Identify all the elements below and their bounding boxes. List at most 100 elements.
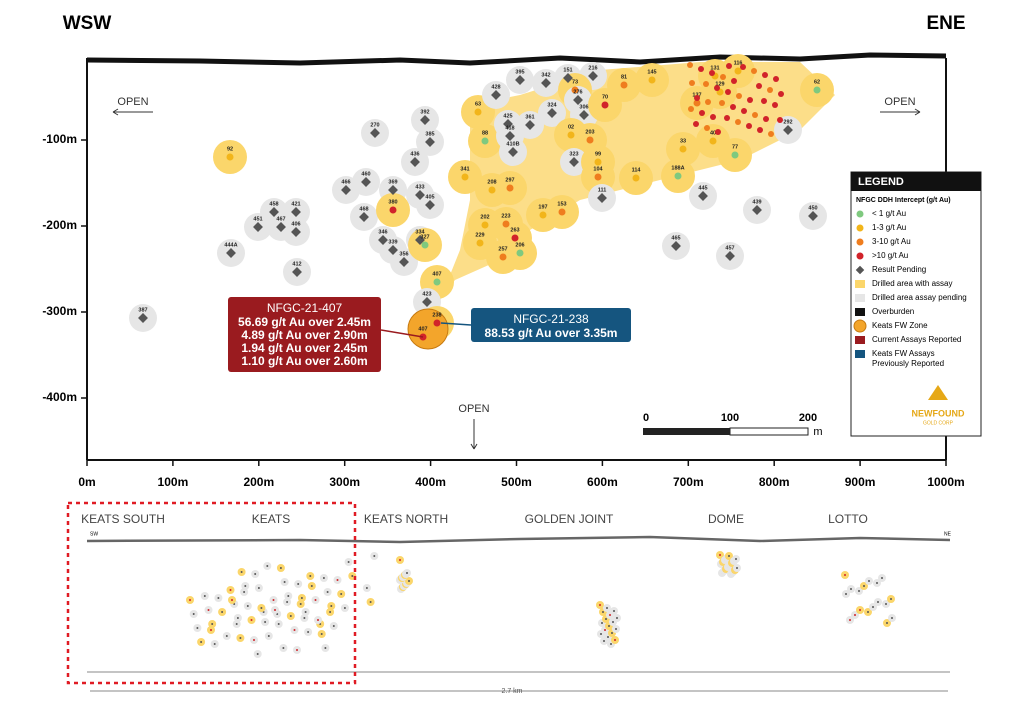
inset-marker [244, 585, 247, 587]
inset-marker [253, 639, 255, 641]
inset-marker [600, 633, 602, 635]
inset-marker [210, 629, 212, 631]
intercept-marker [488, 186, 496, 194]
intercept-marker [433, 278, 441, 286]
hole-label: 33 [680, 138, 686, 144]
pending-marker [547, 108, 557, 118]
inset-marker [616, 617, 618, 619]
x-tick-label: 400m [415, 475, 446, 489]
intercept-marker [709, 70, 715, 76]
hole-label: 468 [359, 206, 368, 212]
intercept-marker [571, 86, 579, 94]
pending-marker [425, 137, 435, 147]
y-tick-label: -200m [42, 218, 77, 232]
hole-label: 380 [388, 199, 397, 205]
intercept-marker [558, 208, 566, 216]
legend-swatch [856, 210, 864, 218]
pending-marker [291, 207, 301, 217]
zone-label: KEATS NORTH [364, 512, 448, 526]
x-tick-label: 100m [158, 475, 189, 489]
inset-marker [609, 614, 611, 616]
x-tick-label: 300m [329, 475, 360, 489]
hole-label: 425 [503, 113, 512, 119]
inset-length-label: 2.7 km [501, 688, 522, 695]
direction-right: ENE [926, 13, 965, 34]
pending-marker [525, 120, 535, 130]
inset-marker [277, 623, 280, 625]
legend-swatch [855, 308, 865, 316]
inset-marker [246, 605, 249, 607]
zone-label: KEATS [252, 512, 290, 526]
hole-label: 423 [422, 291, 431, 297]
open-label: OPEN [458, 403, 489, 415]
hole-label: 405 [425, 194, 434, 200]
hole-label: 88 [482, 130, 488, 136]
hole-label: 385 [425, 131, 434, 137]
intercept-marker [506, 184, 514, 192]
intercept-marker [778, 91, 784, 97]
intercept-marker [620, 81, 628, 89]
legend-label: Drilled area with assay [872, 279, 952, 288]
inset-marker [274, 609, 276, 611]
pending-marker [808, 211, 818, 221]
hole-label: 369 [388, 179, 397, 185]
hole-label: 436 [410, 151, 419, 157]
legend-label: Result Pending [872, 265, 926, 274]
inset-marker [854, 614, 856, 616]
inset-marker [324, 647, 327, 649]
open-label: OPEN [884, 96, 915, 108]
legend-swatch [855, 336, 865, 344]
intercept-marker [511, 234, 519, 242]
hole-label: 62 [814, 79, 820, 85]
inset-marker [849, 619, 851, 621]
logo-sub: GOLD CORP [923, 420, 954, 426]
pending-marker [588, 71, 598, 81]
intercept-marker [594, 173, 602, 181]
callout-title: NFGC-21-407 [267, 301, 343, 315]
hole-label: 407 [418, 326, 427, 332]
pending-marker [725, 251, 735, 261]
inset-marker [287, 595, 290, 597]
inset-marker [282, 647, 285, 649]
logo-mark [928, 385, 948, 400]
inset-marker [307, 631, 310, 633]
intercept-marker [693, 99, 701, 107]
intercept-marker [735, 119, 741, 125]
hole-label: 40 [710, 130, 716, 136]
hole-label: 229 [475, 232, 484, 238]
intercept-marker [724, 115, 730, 121]
inset-marker [885, 603, 887, 605]
inset-marker [881, 577, 883, 579]
pending-marker [752, 205, 762, 215]
x-tick-label: 0m [78, 475, 95, 489]
intercept-marker [481, 221, 489, 229]
hole-label: 361 [525, 114, 534, 120]
hole-label: 395 [515, 69, 524, 75]
pending-marker [569, 157, 579, 167]
hole-label: 451 [253, 216, 262, 222]
intercept-marker [694, 95, 700, 101]
hole-label: 276 [573, 89, 582, 95]
intercept-marker [763, 116, 769, 122]
inset-marker [332, 625, 335, 627]
pending-marker [410, 157, 420, 167]
hole-label: 151 [563, 67, 572, 73]
callout-line: 4.89 g/t Au over 2.90m [241, 328, 367, 342]
hole-label: 188A [671, 165, 684, 171]
logo-name: NEWFOUND [912, 408, 965, 418]
inset-marker [329, 611, 332, 613]
intercept-marker [736, 93, 742, 99]
y-tick-label: -300m [42, 304, 77, 318]
hole-label: 418 [505, 125, 514, 131]
hole-label: 77 [732, 144, 738, 150]
inset-marker [303, 617, 306, 619]
intercept-marker [704, 125, 710, 131]
intercept-marker [461, 173, 469, 181]
inset-marker [845, 593, 847, 595]
intercept-marker [601, 101, 609, 109]
x-tick-label: 800m [759, 475, 790, 489]
hole-label: 460 [361, 171, 370, 177]
zone-label: LOTTO [828, 512, 868, 526]
intercept-marker [752, 112, 758, 118]
inset-marker [608, 625, 610, 627]
